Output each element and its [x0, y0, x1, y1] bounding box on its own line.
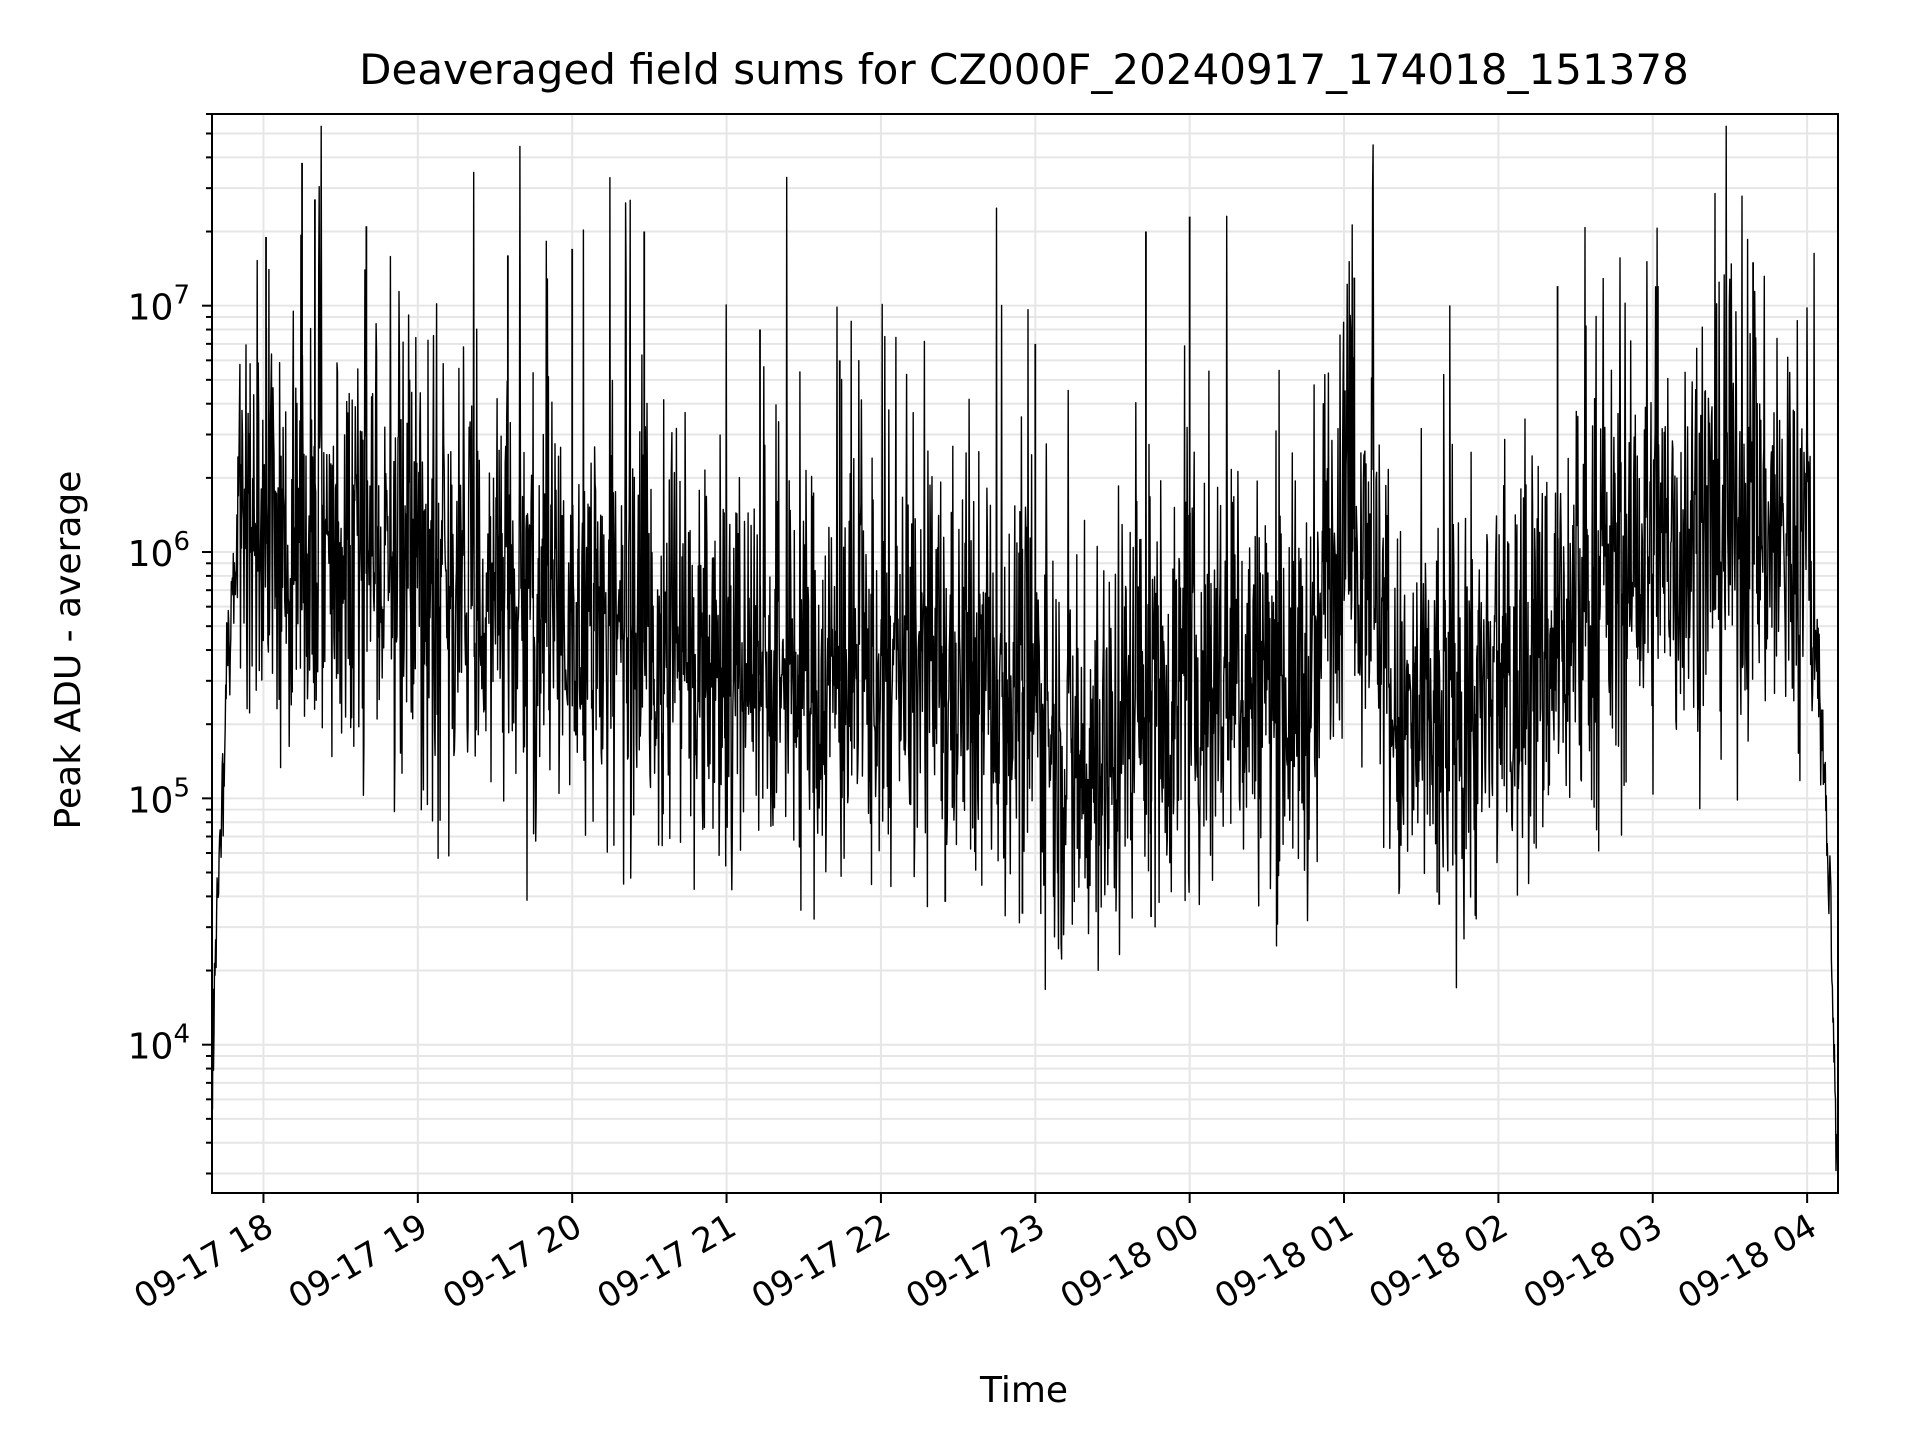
plot-area-frame [211, 113, 1839, 1194]
y-axis-label: Peak ADU - average [48, 471, 89, 830]
chart-title: Deaveraged field sums for CZ000F_2024091… [359, 45, 1689, 94]
y-tick-label: 105 [128, 773, 190, 821]
y-tick-label: 107 [128, 281, 190, 329]
y-tick-label: 106 [128, 527, 190, 575]
data-series [211, 125, 1839, 1180]
x-axis-label: Time [979, 1370, 1068, 1411]
y-axis: 104 105 106 107 [128, 113, 212, 1175]
y-tick-label: 104 [128, 1020, 190, 1068]
series-line [211, 125, 1839, 1180]
